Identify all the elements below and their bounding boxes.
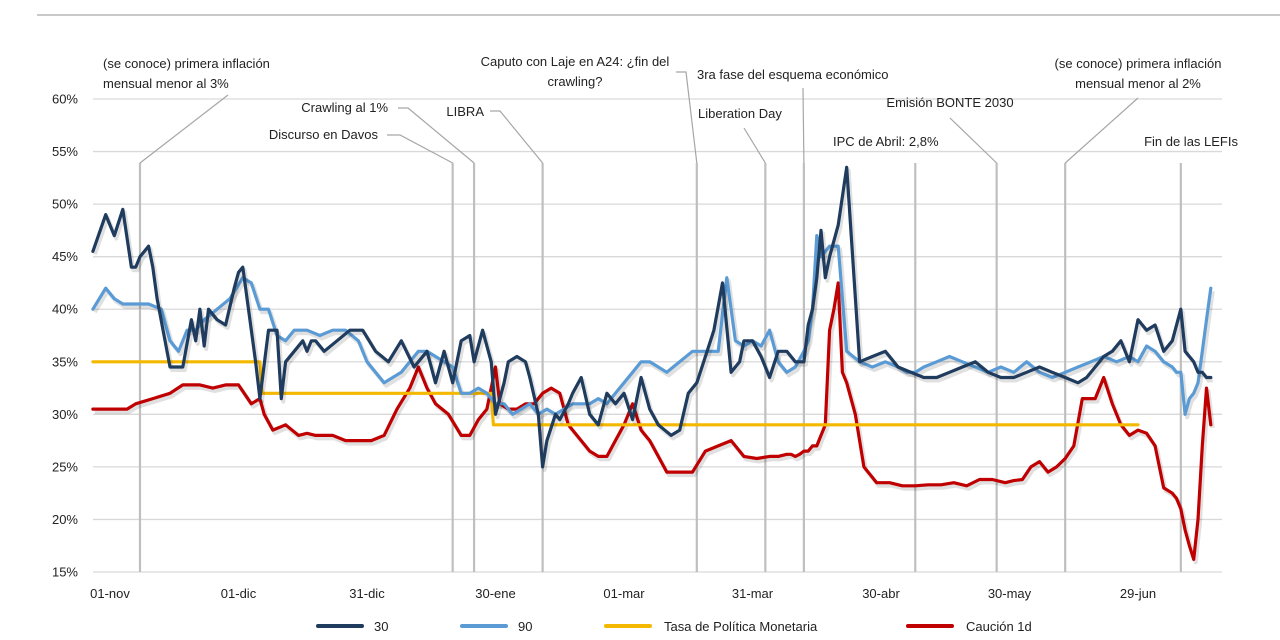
legend-label: 90 (518, 619, 532, 634)
y-tick-label: 30% (52, 407, 78, 422)
series-line-tasa-de-pol-tica-monetaria (91, 360, 1140, 427)
x-tick-label: 31-dic (349, 586, 385, 601)
x-tick-label: 29-jun (1120, 586, 1156, 601)
y-tick-label: 55% (52, 144, 78, 159)
annotation-leader (1064, 97, 1139, 164)
x-tick-label: 31-mar (732, 586, 774, 601)
annotation-leader (802, 87, 805, 164)
top-rule (37, 14, 1280, 16)
y-tick-label: 35% (52, 354, 78, 369)
annotation-leader (387, 134, 453, 164)
series-line-30 (91, 165, 1213, 469)
y-tick-label: 40% (52, 302, 78, 317)
x-tick-label: 30-ene (475, 586, 515, 601)
legend: 30 90 Tasa de Política Monetaria Caución 1d (316, 619, 1032, 634)
x-tick-label: 01-dic (221, 586, 257, 601)
legend-label: 30 (374, 619, 388, 634)
annotation-leader (949, 117, 998, 164)
annotation-leader (490, 110, 544, 164)
series-shadow (93, 168, 1213, 472)
annotation-leader (743, 127, 766, 164)
y-tick-label: 50% (52, 197, 78, 212)
annotation-label: Fin de las LEFIs (1144, 134, 1238, 149)
annotation-label: (se conoce) primera inflación (1055, 56, 1222, 71)
annotation-leader (676, 71, 698, 164)
series-shadow (94, 283, 1215, 565)
y-tick-label: 25% (52, 459, 78, 474)
annotation-leader (139, 94, 229, 164)
legend-label: Tasa de Política Monetaria (664, 619, 818, 634)
x-tick-label: 30-may (988, 586, 1032, 601)
series-line-90 (91, 234, 1213, 416)
annotation-label: Emisión BONTE 2030 (886, 95, 1013, 110)
x-axis: 01-nov 01-dic 31-dic 30-ene 01-mar 31-mar 30-a… (90, 586, 1156, 601)
annotation-label: Discurso en Davos (269, 127, 379, 142)
annotation-label: crawling? (548, 74, 603, 89)
y-tick-label: 15% (52, 565, 78, 580)
gridlines (93, 98, 1222, 573)
x-tick-label: 01-mar (603, 586, 645, 601)
y-tick-label: 20% (52, 512, 78, 527)
annotation-leader (398, 107, 475, 164)
y-axis: 15% 20% 25% 30% 35% 40% 45% 50% 55% 60% (52, 92, 78, 580)
series-line-cauci-n-1d (91, 281, 1213, 562)
series-lines (91, 165, 1215, 565)
x-tick-label: 30-abr (862, 586, 900, 601)
annotations: (se conoce) primera inflación mensual men… (103, 54, 1238, 164)
y-tick-label: 45% (52, 249, 78, 264)
annotation-label: mensual menor al 3% (103, 76, 229, 91)
annotation-label: LIBRA (446, 104, 484, 119)
annotation-label: 3ra fase del esquema económico (697, 67, 889, 82)
annotation-label: IPC de Abril: 2,8% (833, 134, 939, 149)
y-tick-label: 60% (52, 92, 78, 107)
annotation-label: Crawling al 1% (301, 100, 388, 115)
annotation-label: (se conoce) primera inflación (103, 56, 270, 71)
annotation-label: Liberation Day (698, 106, 782, 121)
annotation-label: Caputo con Laje en A24: ¿fin del (481, 54, 670, 69)
legend-label: Caución 1d (966, 619, 1032, 634)
x-tick-label: 01-nov (90, 586, 130, 601)
annotation-label: mensual menor al 2% (1075, 76, 1201, 91)
